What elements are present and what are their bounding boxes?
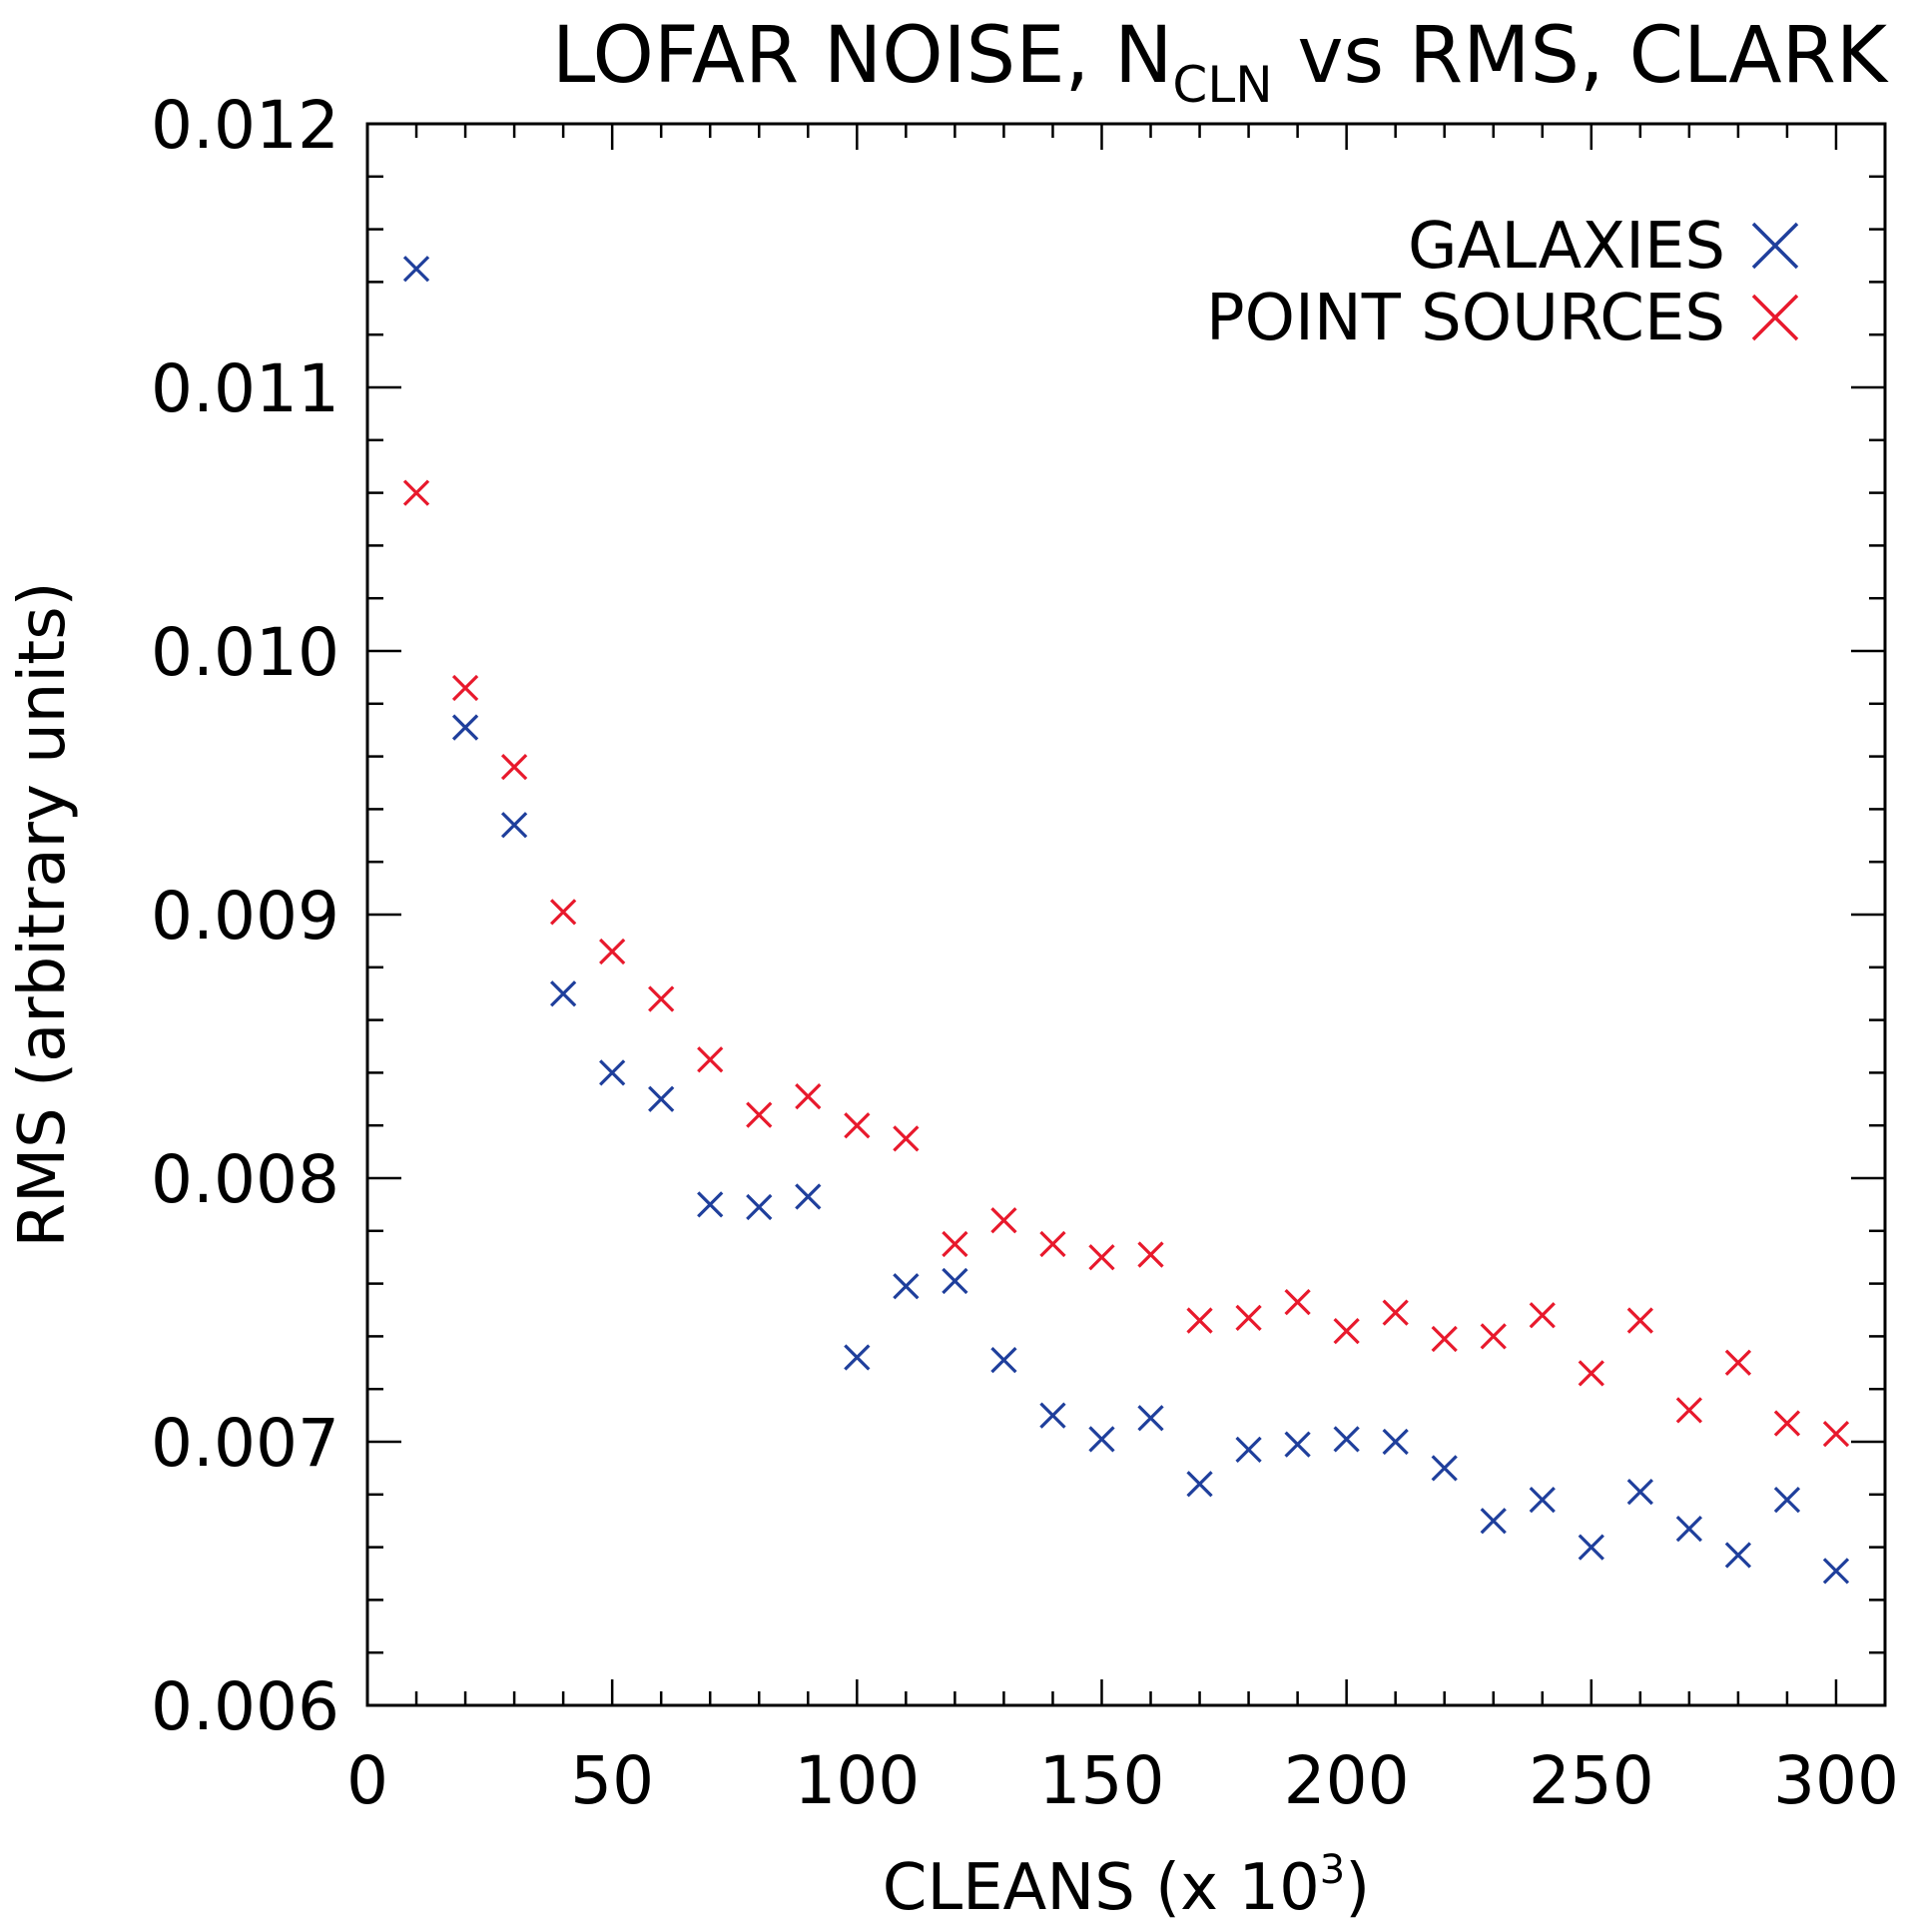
data-point-point-sources xyxy=(549,899,577,926)
data-point-galaxies xyxy=(1382,1428,1409,1456)
chart-title-suffix: vs RMS, CLARK xyxy=(1273,11,1889,101)
data-point-galaxies xyxy=(1822,1558,1850,1585)
y-tick-label: 0.009 xyxy=(151,878,339,955)
data-point-point-sources xyxy=(1382,1299,1409,1326)
data-point-galaxies xyxy=(1578,1534,1604,1561)
axis-tick-labels: 0 50 100 150 200 250 300 0.006 0.007 0.008 0.009 0.… xyxy=(151,87,1899,1819)
y-tick-label: 0.008 xyxy=(151,1141,339,1218)
data-point-galaxies xyxy=(1186,1471,1213,1498)
chart-title: LOFAR NOISE, NCLN vs RMS, CLARK xyxy=(552,11,1889,114)
data-point-galaxies xyxy=(1235,1436,1262,1464)
legend-marker-point-sources xyxy=(1751,294,1799,341)
data-point-galaxies xyxy=(500,812,528,839)
x-axis-label-superscript: 3 xyxy=(1320,1847,1345,1893)
data-point-galaxies xyxy=(942,1267,968,1295)
y-tick-label: 0.006 xyxy=(151,1668,339,1745)
data-point-galaxies xyxy=(1284,1431,1311,1458)
data-point-galaxies xyxy=(1626,1479,1653,1506)
data-point-point-sources xyxy=(1822,1420,1850,1448)
legend-label-galaxies: GALAXIES xyxy=(1408,210,1725,284)
data-point-galaxies xyxy=(549,980,577,1007)
data-point-point-sources xyxy=(1724,1349,1752,1376)
chart-title-subscript: CLN xyxy=(1172,56,1272,114)
data-point-galaxies xyxy=(648,1085,675,1112)
data-point-galaxies xyxy=(1088,1426,1115,1453)
data-point-galaxies xyxy=(1480,1508,1507,1535)
data-point-galaxies xyxy=(697,1191,724,1218)
data-point-galaxies xyxy=(893,1273,920,1300)
data-point-point-sources xyxy=(648,985,675,1012)
y-tick-label: 0.010 xyxy=(151,614,339,691)
data-point-point-sources xyxy=(1284,1288,1311,1316)
data-point-point-sources xyxy=(1675,1397,1703,1424)
legend-label-point-sources: POINT SOURCES xyxy=(1206,282,1725,355)
data-point-point-sources xyxy=(1431,1325,1458,1353)
data-point-point-sources xyxy=(599,938,626,966)
y-tick-label: 0.007 xyxy=(151,1405,339,1482)
data-point-point-sources xyxy=(942,1230,968,1258)
legend-marker-galaxies xyxy=(1751,222,1799,270)
data-point-galaxies xyxy=(1529,1486,1556,1514)
data-point-point-sources xyxy=(500,754,528,781)
data-point-point-sources xyxy=(1626,1307,1653,1334)
data-point-point-sources xyxy=(1333,1317,1360,1345)
data-point-galaxies xyxy=(1431,1455,1458,1482)
data-point-point-sources xyxy=(1578,1360,1604,1387)
data-point-point-sources xyxy=(1186,1307,1213,1334)
x-tick-label: 300 xyxy=(1773,1742,1899,1819)
data-point-point-sources xyxy=(697,1046,724,1073)
y-axis-label: RMS (arbitrary units) xyxy=(6,581,80,1247)
data-point-galaxies xyxy=(1675,1515,1703,1543)
data-point-point-sources xyxy=(990,1207,1017,1234)
data-point-point-sources xyxy=(1137,1241,1164,1268)
x-tick-label: 100 xyxy=(794,1742,920,1819)
y-tick-label: 0.011 xyxy=(151,350,339,427)
data-markers xyxy=(402,256,1850,1585)
y-tick-label: 0.012 xyxy=(151,87,339,164)
plot-frame xyxy=(365,122,1887,1707)
data-point-point-sources xyxy=(1088,1244,1115,1271)
x-tick-label: 0 xyxy=(346,1742,388,1819)
data-point-galaxies xyxy=(1333,1426,1360,1453)
data-point-point-sources xyxy=(1039,1230,1066,1258)
data-point-point-sources xyxy=(746,1101,773,1128)
data-point-point-sources xyxy=(1773,1410,1801,1437)
data-point-galaxies xyxy=(1137,1405,1164,1432)
data-point-point-sources xyxy=(1480,1323,1507,1350)
data-point-galaxies xyxy=(1724,1542,1752,1569)
data-point-galaxies xyxy=(795,1183,822,1210)
x-tick-label: 150 xyxy=(1038,1742,1164,1819)
x-tick-label: 250 xyxy=(1529,1742,1654,1819)
data-point-galaxies xyxy=(599,1059,626,1086)
data-point-galaxies xyxy=(990,1347,1017,1374)
data-point-point-sources xyxy=(451,674,479,702)
data-point-galaxies xyxy=(746,1193,773,1221)
data-point-point-sources xyxy=(402,479,430,506)
x-axis-label-suffix: ) xyxy=(1345,1851,1370,1925)
axis-ticks xyxy=(365,122,1887,1707)
data-point-point-sources xyxy=(893,1125,920,1152)
data-point-point-sources xyxy=(1235,1304,1262,1332)
data-point-point-sources xyxy=(844,1112,871,1139)
data-point-galaxies xyxy=(1773,1486,1801,1514)
data-point-galaxies xyxy=(402,256,430,283)
data-point-galaxies xyxy=(844,1344,871,1371)
x-tick-label: 50 xyxy=(570,1742,654,1819)
data-point-galaxies xyxy=(1039,1402,1066,1429)
x-axis-label: CLEANS (x 103) xyxy=(883,1847,1370,1925)
data-point-galaxies xyxy=(451,714,479,741)
data-point-point-sources xyxy=(795,1083,822,1110)
data-point-point-sources xyxy=(1529,1302,1556,1329)
x-tick-label: 200 xyxy=(1284,1742,1410,1819)
